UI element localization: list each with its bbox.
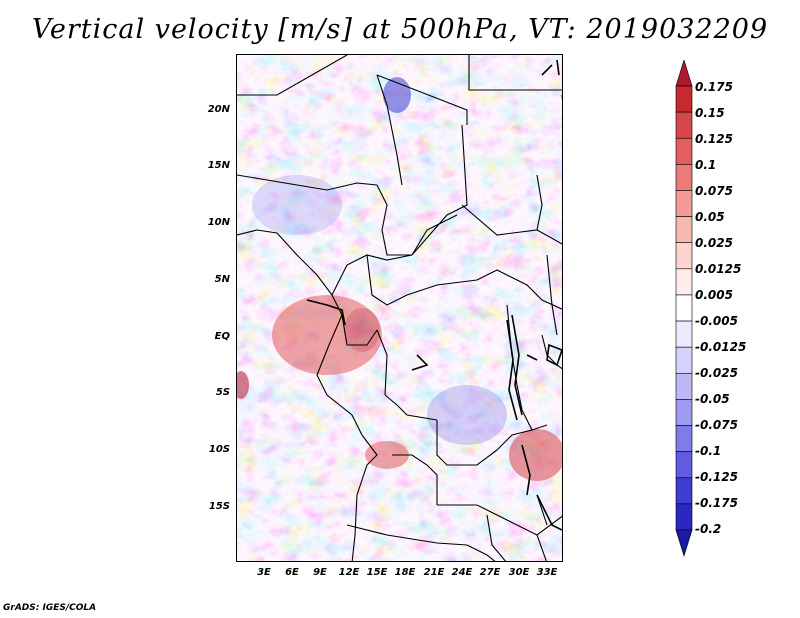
colorbar-label: -0.0125 bbox=[695, 340, 747, 354]
colorbar-segment bbox=[675, 451, 693, 479]
map-panel bbox=[236, 54, 563, 562]
lon-label-3e: 3E bbox=[257, 567, 271, 578]
coastline-and-lakes bbox=[306, 59, 562, 531]
colorbar-label: 0.075 bbox=[695, 184, 733, 198]
colorbar-label: 0.175 bbox=[695, 80, 733, 94]
lon-label-18e: 18E bbox=[394, 567, 416, 578]
colorbar-segment bbox=[675, 477, 693, 505]
lon-label-27e: 27E bbox=[479, 567, 501, 578]
colorbar-label: 0.15 bbox=[695, 106, 725, 120]
colorbar-segment bbox=[675, 111, 693, 139]
lon-label-15e: 15E bbox=[366, 567, 388, 578]
lat-label-5s: 5S bbox=[215, 387, 230, 398]
lat-label-15s: 15S bbox=[208, 501, 230, 512]
colorbar-segment bbox=[675, 190, 693, 217]
colorbar-segment bbox=[675, 529, 693, 558]
colorbar-label: -0.175 bbox=[695, 496, 738, 510]
colorbar bbox=[675, 60, 693, 558]
convection-patches bbox=[237, 77, 562, 481]
colorbar-label: 0.05 bbox=[695, 210, 725, 224]
lat-label-10n: 10N bbox=[207, 217, 230, 228]
colorbar-segment bbox=[675, 294, 693, 322]
lon-label-21e: 21E bbox=[423, 567, 445, 578]
lon-label-30e: 30E bbox=[508, 567, 530, 578]
colorbar-label: 0.125 bbox=[695, 132, 733, 146]
colorbar-label: 0.005 bbox=[695, 288, 733, 302]
colorbar-label: -0.1 bbox=[695, 444, 722, 458]
lat-label-15n: 15N bbox=[207, 160, 230, 171]
colorbar-label: -0.05 bbox=[695, 392, 730, 406]
colorbar-label: 0.0125 bbox=[695, 262, 742, 276]
colorbar-segment bbox=[675, 399, 693, 426]
lat-label-10s: 10S bbox=[208, 444, 230, 455]
colorbar-segment bbox=[675, 164, 693, 191]
lon-label-33e: 33E bbox=[536, 567, 558, 578]
lat-label-eq: EQ bbox=[214, 331, 230, 342]
colorbar-segment bbox=[675, 216, 693, 244]
colorbar-label: 0.1 bbox=[695, 158, 717, 172]
lon-label-24e: 24E bbox=[451, 567, 473, 578]
colorbar-label: -0.075 bbox=[695, 418, 738, 432]
vertical-velocity-field bbox=[237, 55, 562, 561]
colorbar-label: -0.125 bbox=[695, 470, 738, 484]
colorbar-segment bbox=[675, 372, 693, 400]
colorbar-label: -0.2 bbox=[695, 522, 722, 536]
lat-label-20n: 20N bbox=[207, 104, 230, 115]
colorbar-segment bbox=[675, 60, 693, 87]
chart-title: Vertical velocity [m/s] at 500hPa, VT: 2… bbox=[31, 14, 769, 45]
colorbar-segment bbox=[675, 425, 693, 452]
lon-label-6e: 6E bbox=[285, 567, 299, 578]
colorbar-segment bbox=[675, 320, 693, 348]
colorbar-segment bbox=[675, 85, 693, 113]
lat-label-5n: 5N bbox=[214, 274, 230, 285]
colorbar-label: -0.025 bbox=[695, 366, 738, 380]
colorbar-segment bbox=[675, 268, 693, 296]
colorbar-segment bbox=[675, 503, 693, 531]
colorbar-segment bbox=[675, 137, 693, 165]
credit-text: GrADS: IGES/COLA bbox=[3, 603, 97, 613]
colorbar-label: 0.025 bbox=[695, 236, 733, 250]
lon-label-9e: 9E bbox=[313, 567, 327, 578]
colorbar-segment bbox=[675, 242, 693, 270]
lon-label-12e: 12E bbox=[338, 567, 360, 578]
colorbar-segment bbox=[675, 346, 693, 374]
colorbar-label: -0.005 bbox=[695, 314, 738, 328]
